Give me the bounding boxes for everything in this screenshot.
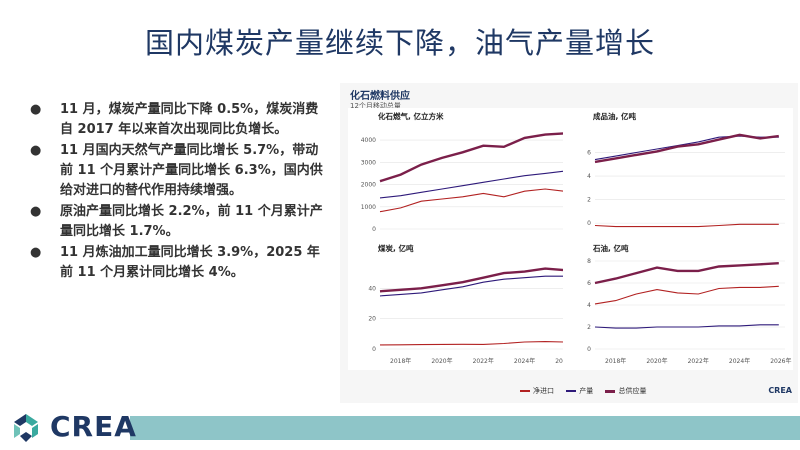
y-tick-label: 4000 — [361, 137, 376, 144]
series-line — [379, 132, 564, 183]
y-tick-label: 6 — [587, 150, 591, 157]
x-tick-label: 2018年 — [605, 357, 626, 365]
series-line — [594, 285, 779, 305]
x-tick-label: 2020年 — [646, 357, 667, 365]
slide-title: 国内煤炭产量继续下降，油气产量增长 — [144, 26, 655, 60]
bullet-item: ● 11 月，煤炭产量同比下降 0.5%，煤炭消费自 2017 年以来首次出现同比… — [28, 100, 328, 140]
subplot-bg — [348, 240, 578, 370]
series-line — [594, 223, 779, 228]
footer-bar — [130, 416, 800, 440]
y-tick-label: 8 — [587, 258, 591, 265]
x-tick-label: 2024年 — [729, 357, 750, 365]
logo-mark-icon — [14, 414, 38, 442]
subplot-title: 石油, 亿吨 — [592, 243, 629, 253]
logo-text: CREA — [50, 410, 137, 443]
x-tick-label: 2018年 — [390, 357, 411, 365]
crea-logo: CREA — [10, 410, 137, 446]
subplot: 煤炭, 亿吨020402018年2020年2022年2024年2026年 — [348, 240, 578, 370]
chart-legend: 净进口 产量 总供应量 — [520, 386, 656, 396]
subplot-title: 成品油, 亿吨 — [593, 111, 636, 121]
y-tick-label: 3000 — [361, 159, 376, 166]
bullet-dot: ● — [30, 143, 42, 158]
chart-panel: 化石燃料供应 12个月移动总量 化石燃气, 亿立方米 0 1000 2000 3000 4… — [340, 83, 798, 403]
bullet-text: 11 月国内天然气产量同比增长 5.7%，带动前 11 个月累计产量同比增长 6… — [60, 143, 323, 198]
series-line — [594, 262, 779, 285]
y-tick-label: 4 — [587, 302, 591, 309]
legend-item-production: 产量 — [566, 387, 593, 395]
subplot-title: 煤炭, 亿吨 — [378, 243, 414, 253]
figure-logo: CREA — [768, 386, 792, 395]
bullet-item: ● 原油产量同比增长 2.2%，前 11 个月累计产量同比增长 1.7%。 — [28, 202, 328, 242]
x-tick-label: 2022年 — [688, 357, 709, 365]
y-tick-label: 40 — [368, 285, 376, 292]
x-tick-label: 2026年 — [770, 357, 791, 365]
bullet-list: ● 11 月，煤炭产量同比下降 0.5%，煤炭消费自 2017 年以来首次出现同比… — [28, 100, 328, 284]
series-line — [379, 267, 564, 293]
series-line — [379, 341, 564, 346]
y-tick-label: 2000 — [361, 182, 376, 189]
subplot-bg — [563, 108, 793, 250]
subplot: 石油, 亿吨 0 2 4 6 8 2018年 2020年 2022年 2024年 2026年 — [563, 240, 793, 370]
bullet-dot: ● — [30, 204, 42, 219]
x-tick-label: 2024年 — [514, 357, 535, 365]
series-line — [594, 133, 779, 164]
bullet-text: 原油产量同比增长 2.2%，前 11 个月累计产量同比增长 1.7%。 — [60, 204, 323, 239]
bullet-dot: ● — [30, 245, 42, 260]
y-tick-label: 0 — [372, 346, 376, 353]
figure-title: 化石燃料供应 — [350, 91, 410, 102]
y-tick-label: 0 — [587, 346, 591, 353]
legend-item-net-import: 净进口 — [520, 387, 554, 395]
y-tick-label: 4 — [587, 173, 591, 180]
legend-item-total-supply: 总供应量 — [605, 387, 646, 395]
series-line — [379, 170, 564, 199]
y-tick-label: 2 — [587, 197, 591, 204]
subplot: 化石燃气, 亿立方米 0 1000 2000 3000 4000 — [348, 108, 578, 250]
y-tick-label: 1000 — [361, 204, 376, 211]
subplot: 成品油, 亿吨 0 2 4 6 — [563, 108, 793, 250]
bullet-text: 11 月，煤炭产量同比下降 0.5%，煤炭消费自 2017 年以来首次出现同比负… — [60, 102, 319, 137]
series-line — [379, 275, 564, 297]
y-tick-label: 0 — [372, 226, 376, 233]
figure-subtitle: 12个月移动总量 — [350, 102, 401, 110]
y-tick-label: 6 — [587, 280, 591, 287]
y-tick-label: 2 — [587, 324, 591, 331]
series-line — [379, 188, 564, 213]
series-line — [594, 324, 779, 329]
bullet-item: ● 11 月国内天然气产量同比增长 5.7%，带动前 11 个月累计产量同比增长 … — [28, 141, 328, 201]
x-tick-label: 2022年 — [473, 357, 494, 365]
subplot-title: 化石燃气, 亿立方米 — [378, 111, 444, 121]
bullet-dot: ● — [30, 102, 42, 117]
y-tick-label: 0 — [587, 220, 591, 227]
bullet-item: ● 11 月炼油加工量同比增长 3.9%，2025 年前 11 个月累计同比增长 … — [28, 243, 328, 283]
x-tick-label: 2020年 — [431, 357, 452, 365]
y-tick-label: 20 — [368, 316, 376, 323]
bullet-text: 11 月炼油加工量同比增长 3.9%，2025 年前 11 个月累计同比增长 4… — [60, 245, 320, 280]
